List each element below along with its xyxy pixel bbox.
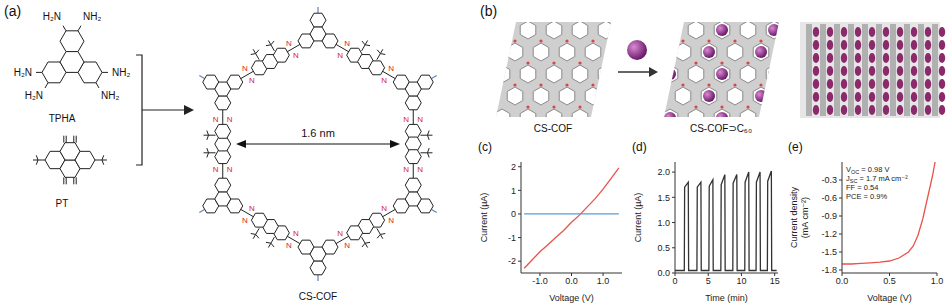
svg-text:PCE = 0.9%: PCE = 0.9% [846,192,887,201]
svg-text:N: N [213,115,219,124]
svg-text:1.5: 1.5 [657,193,670,203]
svg-text:-0.9: -0.9 [821,211,837,221]
svg-text:H₂N: H₂N [43,11,61,22]
svg-text:Time (min): Time (min) [705,293,748,303]
svg-text:-1.2: -1.2 [821,229,837,239]
svg-text:Current (µA): Current (µA) [633,193,643,243]
svg-text:H₂N: H₂N [25,90,43,101]
svg-text:N: N [344,241,350,250]
svg-text:N: N [293,229,299,238]
svg-text:N: N [388,216,394,225]
svg-text:N: N [381,76,387,85]
svg-text:FF = 0.54: FF = 0.54 [846,183,878,192]
svg-text:TPHA: TPHA [49,113,76,124]
svg-text:10: 10 [736,276,746,286]
svg-text:15: 15 [770,276,780,286]
svg-text:2.0: 2.0 [657,167,670,177]
svg-text:N: N [293,51,299,60]
svg-text:CS-COF⊃C₆₀: CS-COF⊃C₆₀ [690,123,752,134]
svg-text:N: N [213,165,219,174]
svg-text:N: N [344,39,350,48]
svg-text:5: 5 [706,276,711,286]
svg-text:N: N [388,64,394,73]
svg-text:Current (µA): Current (µA) [479,193,489,243]
svg-text:CS-COF: CS-COF [299,291,337,302]
svg-text:N: N [417,115,423,124]
svg-text:CS-COF: CS-COF [534,123,572,134]
svg-text:1.0: 1.0 [597,276,610,286]
svg-text:Voltage (V): Voltage (V) [867,293,912,303]
svg-text:-0.6: -0.6 [821,193,837,203]
svg-text:-0.3: -0.3 [821,175,837,185]
svg-text:-1.5: -1.5 [821,247,837,257]
svg-text:N: N [417,165,423,174]
svg-text:PT: PT [56,198,69,209]
svg-text:N: N [337,229,343,238]
svg-text:0.0: 0.0 [565,276,578,286]
svg-text:NH₂: NH₂ [112,67,130,78]
svg-text:1: 1 [511,186,516,196]
svg-text:N: N [249,76,255,85]
svg-text:2: 2 [511,162,516,172]
svg-text:0.0: 0.0 [657,268,670,278]
html-text:JSC= 1.7 mA cm⁻²: JSC= 1.7 mA cm⁻² [846,174,908,184]
svg-text:N: N [403,115,409,124]
html-text:(d): (d) [632,140,647,154]
svg-text:N: N [249,204,255,213]
svg-text:Current density(mA cm⁻²): Current density(mA cm⁻²) [789,186,810,248]
svg-text:1.6 nm: 1.6 nm [301,127,335,139]
svg-text:NH₂: NH₂ [101,90,119,101]
svg-text:0.0: 0.0 [836,276,849,286]
svg-text:(b): (b) [480,3,497,19]
html-text:VOC= 0.98 V: VOC= 0.98 V [846,165,890,175]
svg-text:-1: -1 [508,233,516,243]
html-text:(c): (c) [478,140,492,154]
svg-text:1.0: 1.0 [657,218,670,228]
svg-text:N: N [381,204,387,213]
svg-text:H₂N: H₂N [14,67,32,78]
html-text:(e): (e) [788,140,803,154]
svg-text:-2: -2 [508,256,516,266]
svg-text:1.0: 1.0 [931,276,944,286]
svg-text:N: N [337,51,343,60]
svg-text:N: N [286,241,292,250]
svg-text:NH₂: NH₂ [83,11,101,22]
svg-text:0: 0 [511,209,516,219]
svg-text:0.5: 0.5 [657,243,670,253]
svg-text:0: 0 [672,276,677,286]
svg-text:N: N [242,64,248,73]
svg-text:N: N [227,115,233,124]
svg-text:Voltage (V): Voltage (V) [549,293,594,303]
svg-text:N: N [227,165,233,174]
svg-text:-1.0: -1.0 [532,276,548,286]
svg-text:N: N [242,216,248,225]
svg-text:(a): (a) [4,3,21,19]
svg-text:N: N [286,39,292,48]
svg-text:N: N [403,165,409,174]
svg-text:0.5: 0.5 [883,276,896,286]
svg-text:-1.8: -1.8 [821,265,837,275]
